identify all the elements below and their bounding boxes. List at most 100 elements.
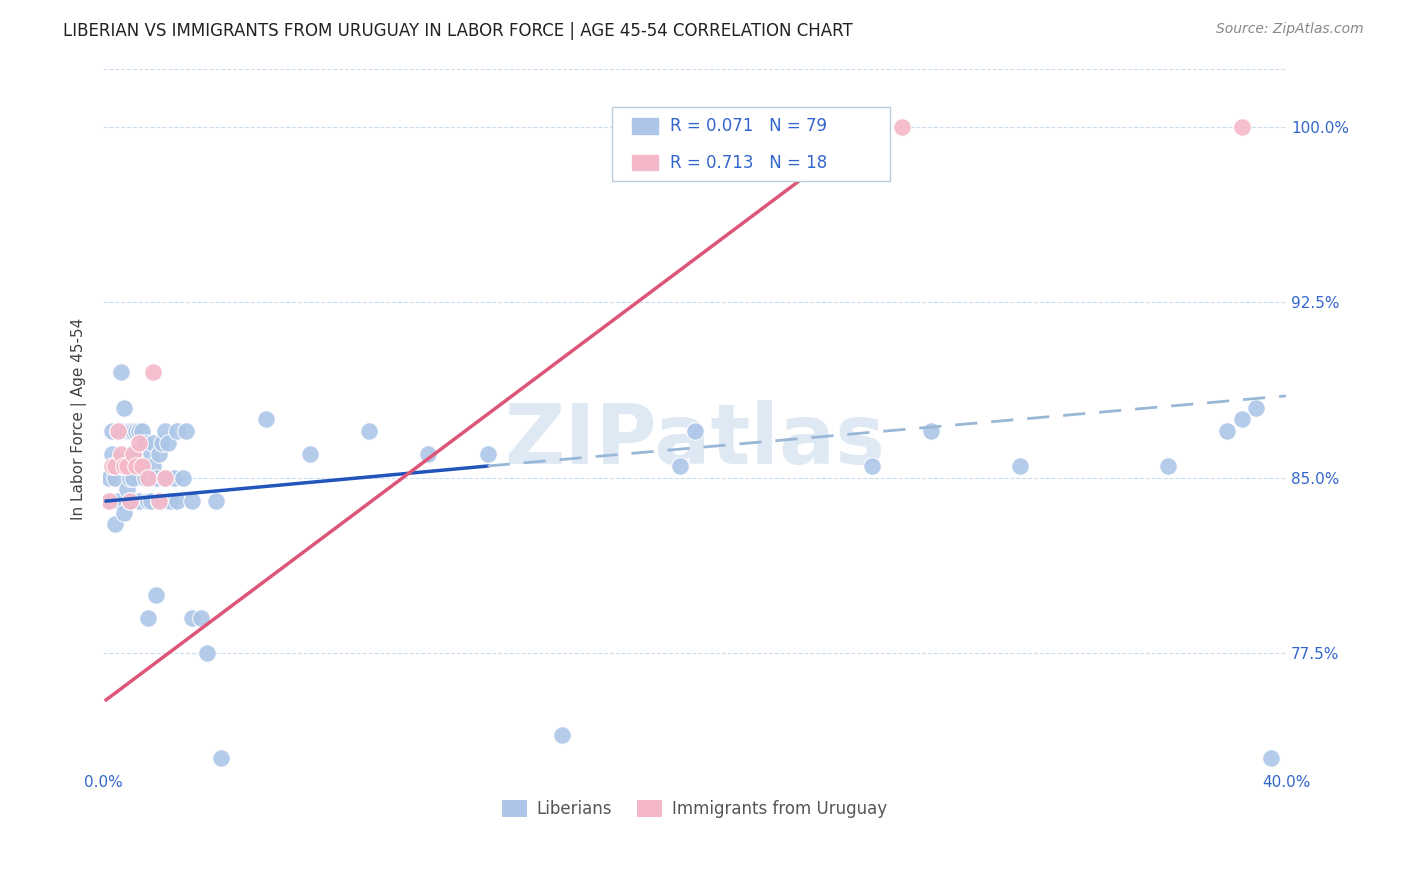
Point [110, 424, 132, 438]
Point [134, 471, 156, 485]
Y-axis label: In Labor Force | Age 45-54: In Labor Force | Age 45-54 [72, 318, 87, 520]
Bar [631, 119, 658, 134]
Point [104, 517, 127, 532]
Point [148, 494, 170, 508]
Text: R = 0.713   N = 18: R = 0.713 N = 18 [669, 153, 827, 171]
Point [1260, 751, 1282, 765]
Text: R = 0.071   N = 79: R = 0.071 N = 79 [669, 117, 827, 135]
Point [128, 494, 150, 508]
Point [418, 447, 440, 461]
Point [1157, 458, 1180, 473]
Point [920, 424, 942, 438]
Point [195, 646, 218, 660]
Point [180, 494, 202, 508]
Point [131, 458, 153, 473]
Point [125, 424, 148, 438]
Point [142, 458, 165, 473]
Point [157, 494, 180, 508]
Point [110, 447, 132, 461]
Point [101, 424, 124, 438]
Point [890, 120, 912, 134]
Point [155, 471, 177, 485]
Point [157, 435, 180, 450]
Point [112, 424, 135, 438]
Point [254, 412, 277, 426]
Point [1246, 401, 1268, 415]
Point [115, 424, 138, 438]
Point [104, 458, 127, 473]
Point [139, 447, 162, 461]
Point [112, 458, 135, 473]
Point [125, 458, 148, 473]
Point [128, 435, 150, 450]
Point [107, 424, 129, 438]
FancyBboxPatch shape [612, 107, 890, 181]
Point [118, 424, 141, 438]
Point [101, 494, 124, 508]
Text: ZIPatlas: ZIPatlas [505, 400, 886, 481]
Point [155, 424, 177, 438]
Text: LIBERIAN VS IMMIGRANTS FROM URUGUAY IN LABOR FORCE | AGE 45-54 CORRELATION CHART: LIBERIAN VS IMMIGRANTS FROM URUGUAY IN L… [63, 22, 853, 40]
Point [683, 424, 706, 438]
Point [115, 458, 138, 473]
Point [112, 506, 135, 520]
Text: Source: ZipAtlas.com: Source: ZipAtlas.com [1216, 22, 1364, 37]
Point [145, 588, 167, 602]
Point [204, 494, 226, 508]
Point [163, 471, 186, 485]
Point [190, 611, 212, 625]
Point [134, 435, 156, 450]
Point [131, 424, 153, 438]
Point [136, 611, 159, 625]
Point [98, 471, 121, 485]
Point [107, 424, 129, 438]
Point [1216, 424, 1239, 438]
Point [118, 447, 141, 461]
Point [121, 471, 143, 485]
Point [1230, 412, 1253, 426]
Point [148, 447, 170, 461]
Legend: Liberians, Immigrants from Uruguay: Liberians, Immigrants from Uruguay [495, 793, 894, 825]
Point [118, 471, 141, 485]
Point [299, 447, 322, 461]
Point [1008, 458, 1031, 473]
Point [118, 494, 141, 508]
Point [121, 424, 143, 438]
Point [150, 435, 173, 450]
Point [110, 458, 132, 473]
Point [1230, 120, 1253, 134]
Point [128, 458, 150, 473]
Point [142, 366, 165, 380]
Point [211, 751, 233, 765]
Point [174, 424, 197, 438]
Point [112, 458, 135, 473]
Point [110, 366, 132, 380]
Point [125, 458, 148, 473]
Point [359, 424, 381, 438]
Point [860, 458, 883, 473]
Point [115, 458, 138, 473]
Point [180, 611, 202, 625]
Point [155, 471, 177, 485]
Point [128, 424, 150, 438]
Bar [631, 155, 658, 170]
Point [477, 447, 499, 461]
Point [112, 401, 135, 415]
Point [145, 471, 167, 485]
Point [101, 447, 124, 461]
Point [136, 471, 159, 485]
Point [131, 458, 153, 473]
Point [121, 447, 143, 461]
Point [101, 458, 124, 473]
Point [118, 494, 141, 508]
Point [139, 494, 162, 508]
Point [550, 728, 572, 742]
Point [98, 494, 121, 508]
Point [148, 494, 170, 508]
Point [98, 494, 121, 508]
Point [172, 471, 194, 485]
Point [166, 424, 188, 438]
Point [669, 458, 692, 473]
Point [136, 494, 159, 508]
Point [166, 494, 188, 508]
